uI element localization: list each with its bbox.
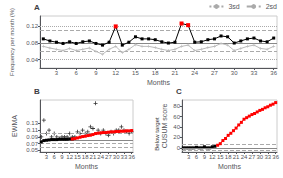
svg-text:Below target: Below target: [154, 117, 160, 151]
svg-text:B: B: [34, 87, 40, 96]
svg-text:12: 12: [66, 154, 73, 160]
svg-text:33: 33: [264, 154, 271, 160]
svg-text:0.12: 0.12: [26, 23, 38, 29]
svg-text:18: 18: [82, 154, 89, 160]
svg-text:21: 21: [172, 70, 179, 76]
svg-text:30: 30: [231, 70, 238, 76]
svg-text:6: 6: [53, 154, 57, 160]
svg-text:24: 24: [241, 154, 248, 160]
svg-text:21: 21: [90, 154, 97, 160]
svg-text:0.13: 0.13: [26, 120, 38, 126]
svg-text:33: 33: [121, 154, 128, 160]
svg-text:24: 24: [191, 70, 198, 76]
svg-text:27: 27: [105, 154, 112, 160]
svg-text:A: A: [34, 3, 40, 12]
svg-text:36: 36: [128, 154, 135, 160]
svg-text:0.07: 0.07: [26, 141, 38, 147]
svg-text:15: 15: [132, 70, 139, 76]
svg-text:0.11: 0.11: [27, 127, 39, 133]
svg-text:20: 20: [173, 134, 180, 140]
svg-text:30: 30: [257, 154, 264, 160]
svg-text:3: 3: [45, 154, 49, 160]
svg-text:36: 36: [270, 70, 277, 76]
svg-text:33: 33: [251, 70, 258, 76]
svg-text:Months: Months: [147, 79, 170, 86]
svg-text:27: 27: [211, 70, 218, 76]
svg-text:36: 36: [272, 154, 279, 160]
svg-text:3sd: 3sd: [228, 3, 239, 10]
svg-text:Months: Months: [218, 163, 241, 170]
svg-text:18: 18: [225, 154, 232, 160]
svg-text:6: 6: [75, 70, 79, 76]
svg-text:15: 15: [217, 154, 224, 160]
svg-text:27: 27: [249, 154, 256, 160]
svg-text:0: 0: [177, 145, 181, 151]
svg-text:3: 3: [187, 154, 191, 160]
svg-text:3: 3: [55, 70, 59, 76]
svg-text:0.05: 0.05: [26, 147, 38, 153]
svg-text:0.09: 0.09: [26, 134, 38, 140]
svg-text:6: 6: [195, 154, 199, 160]
svg-text:2sd: 2sd: [266, 3, 277, 10]
svg-text:EWMA: EWMA: [11, 115, 18, 137]
svg-text:12: 12: [112, 70, 119, 76]
svg-text:Frequency per month (%): Frequency per month (%): [9, 8, 15, 76]
svg-text:40: 40: [173, 124, 180, 130]
svg-text:9: 9: [94, 70, 98, 76]
svg-text:C: C: [176, 87, 182, 96]
svg-text:12: 12: [209, 154, 216, 160]
svg-text:30: 30: [113, 154, 120, 160]
svg-text:Months: Months: [75, 163, 98, 170]
svg-text:0.08: 0.08: [26, 40, 38, 46]
svg-text:9: 9: [60, 154, 64, 160]
svg-text:80: 80: [173, 103, 180, 109]
svg-text:9: 9: [203, 154, 207, 160]
svg-text:0.04: 0.04: [26, 57, 38, 63]
svg-text:15: 15: [74, 154, 81, 160]
svg-text:CUSUM score: CUSUM score: [161, 104, 168, 149]
svg-text:24: 24: [97, 154, 104, 160]
svg-text:21: 21: [233, 154, 240, 160]
svg-text:18: 18: [152, 70, 159, 76]
svg-text:60: 60: [173, 114, 180, 120]
